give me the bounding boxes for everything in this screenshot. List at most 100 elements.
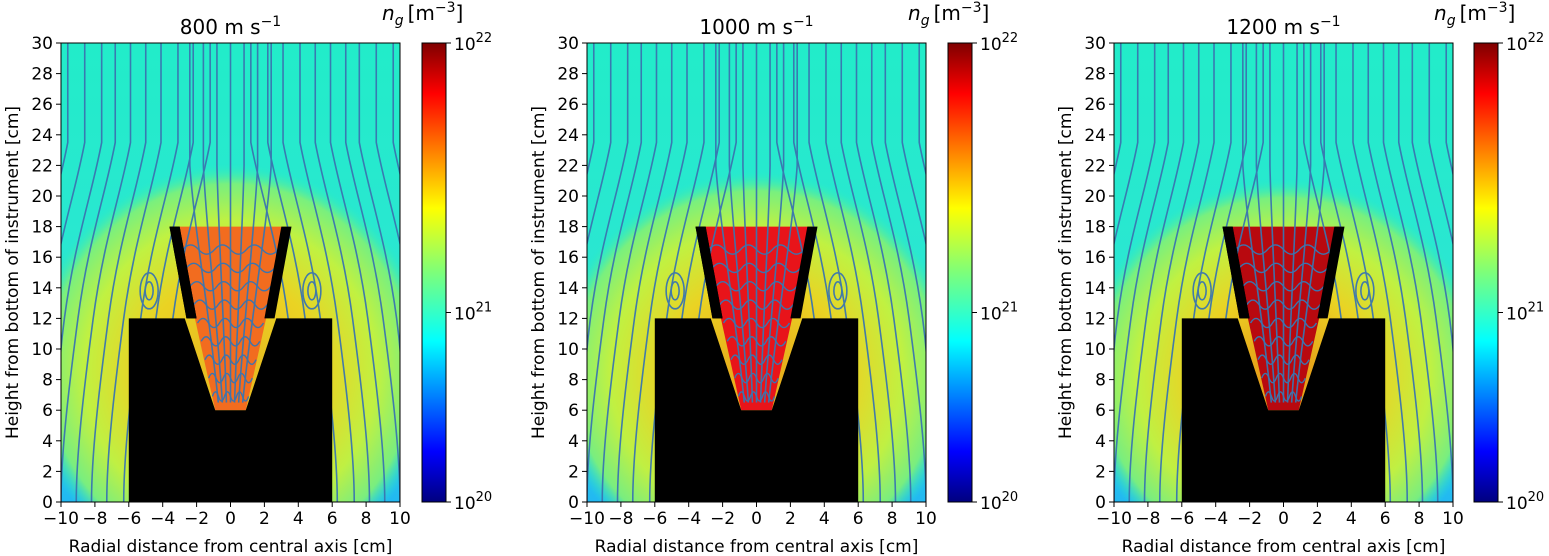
colorbar-tick-label: 1021 — [980, 301, 1018, 325]
y-tick-label: 22 — [31, 156, 53, 176]
x-axis-label: Radial distance from central axis [cm] — [69, 537, 393, 556]
streamline-vortex — [1360, 281, 1370, 301]
instrument-body — [654, 318, 859, 502]
turbulence-line — [1242, 280, 1325, 292]
y-tick-label: 6 — [568, 401, 579, 421]
streamline — [299, 43, 356, 502]
y-tick-label: 4 — [568, 432, 579, 452]
y-tick-label: 20 — [31, 187, 53, 207]
y-tick-label: 12 — [1084, 309, 1106, 329]
streamline-inner — [763, 43, 785, 403]
cone-wall-left — [169, 226, 197, 319]
y-tick-label: 8 — [1095, 371, 1106, 391]
streamline — [1397, 43, 1453, 502]
turbulence-line — [1246, 299, 1321, 310]
turbulence-line — [726, 336, 787, 347]
turbulence-line — [719, 299, 794, 310]
turbulence-line — [1238, 262, 1329, 274]
streamline-inner — [742, 43, 754, 403]
streamline-inner — [202, 43, 224, 403]
x-tick-label: −6 — [642, 509, 667, 529]
x-tick-label: −8 — [82, 509, 107, 529]
streamline — [1158, 43, 1215, 502]
x-tick-label: 4 — [293, 509, 304, 529]
y-tick-label: 18 — [557, 218, 579, 238]
streamline — [329, 43, 386, 502]
colorbar-tick-label: 1021 — [454, 301, 492, 325]
y-tick-label: 24 — [31, 126, 53, 146]
colorbar-label: ng [m−3] — [908, 0, 989, 29]
turbulence-line — [734, 372, 779, 384]
streamline — [61, 43, 86, 248]
colorbar: 1022 1021 1020 ng [m−3] — [908, 0, 1018, 514]
colorbar-tick-label: 1020 — [454, 490, 492, 514]
streamline-inner — [237, 43, 259, 403]
streamline — [1352, 43, 1409, 502]
streamline-vortex — [139, 272, 159, 310]
streamline — [1114, 43, 1170, 502]
streamline-inner — [1269, 43, 1281, 403]
colorbar-gradient — [421, 42, 447, 503]
x-tick-label: −4 — [676, 509, 701, 529]
streamline — [901, 43, 926, 248]
turbulence-line — [208, 372, 253, 384]
cone-wall-right — [1317, 226, 1345, 319]
cone-turbulence — [182, 244, 279, 402]
streamline — [808, 43, 865, 502]
x-tick-label: −6 — [116, 509, 141, 529]
streamlines — [587, 43, 926, 502]
streamline — [1114, 43, 1139, 248]
streamline-vortex — [833, 281, 843, 301]
colorbar-label: ng [m−3] — [1434, 0, 1515, 29]
turbulence-line — [1261, 372, 1306, 384]
streamlines — [1114, 43, 1453, 502]
streamline-inner — [728, 43, 750, 403]
streamline-vortex — [1355, 272, 1375, 310]
y-tick-label: 2 — [42, 462, 53, 482]
x-tick-label: −10 — [43, 509, 79, 529]
y-tick-label: 4 — [1095, 432, 1106, 452]
x-tick-label: −2 — [184, 509, 209, 529]
x-tick-label: −8 — [608, 509, 633, 529]
streamline — [358, 43, 400, 358]
streamline-inner — [1290, 43, 1312, 403]
x-tick-label: 2 — [1312, 509, 1323, 529]
panel-title: 1200 m s−1 — [1226, 14, 1340, 39]
streamline — [1411, 43, 1453, 358]
streamline-inner — [233, 43, 245, 403]
x-tick-label: −2 — [710, 509, 735, 529]
turbulence-line — [211, 391, 250, 402]
turbulence-line — [189, 280, 272, 292]
turbulence-line — [1257, 354, 1310, 365]
y-tick-label: 10 — [1084, 340, 1106, 360]
y-tick-label: 12 — [31, 309, 53, 329]
turbulence-line — [1264, 391, 1303, 402]
streamline — [1128, 43, 1185, 502]
turbulence-line — [196, 317, 265, 329]
turbulence-line — [1253, 336, 1314, 347]
y-tick-label: 10 — [557, 340, 579, 360]
streamline — [840, 43, 897, 502]
y-tick-label: 26 — [557, 95, 579, 115]
streamline — [648, 43, 705, 502]
colorbar-gradient — [1473, 42, 1499, 503]
turbulence-line — [711, 262, 802, 274]
turbulence-line — [708, 244, 805, 255]
x-tick-label: 10 — [389, 509, 411, 529]
y-tick-label: 20 — [557, 187, 579, 207]
x-tick-label: −6 — [1169, 509, 1194, 529]
turbulence-line — [204, 354, 257, 365]
y-tick-label: 22 — [1084, 156, 1106, 176]
y-tick-label: 8 — [568, 371, 579, 391]
y-tick-label: 6 — [42, 401, 53, 421]
colorbar-tick-label: 1022 — [454, 31, 492, 55]
y-tick-label: 12 — [557, 309, 579, 329]
plot-area — [1114, 43, 1453, 502]
x-tick-label: 6 — [327, 509, 338, 529]
streamline-inner — [216, 43, 228, 403]
streamline-inner — [1286, 43, 1298, 403]
streamline — [1114, 43, 1156, 358]
streamline — [587, 43, 629, 358]
x-tick-label: 10 — [915, 509, 937, 529]
